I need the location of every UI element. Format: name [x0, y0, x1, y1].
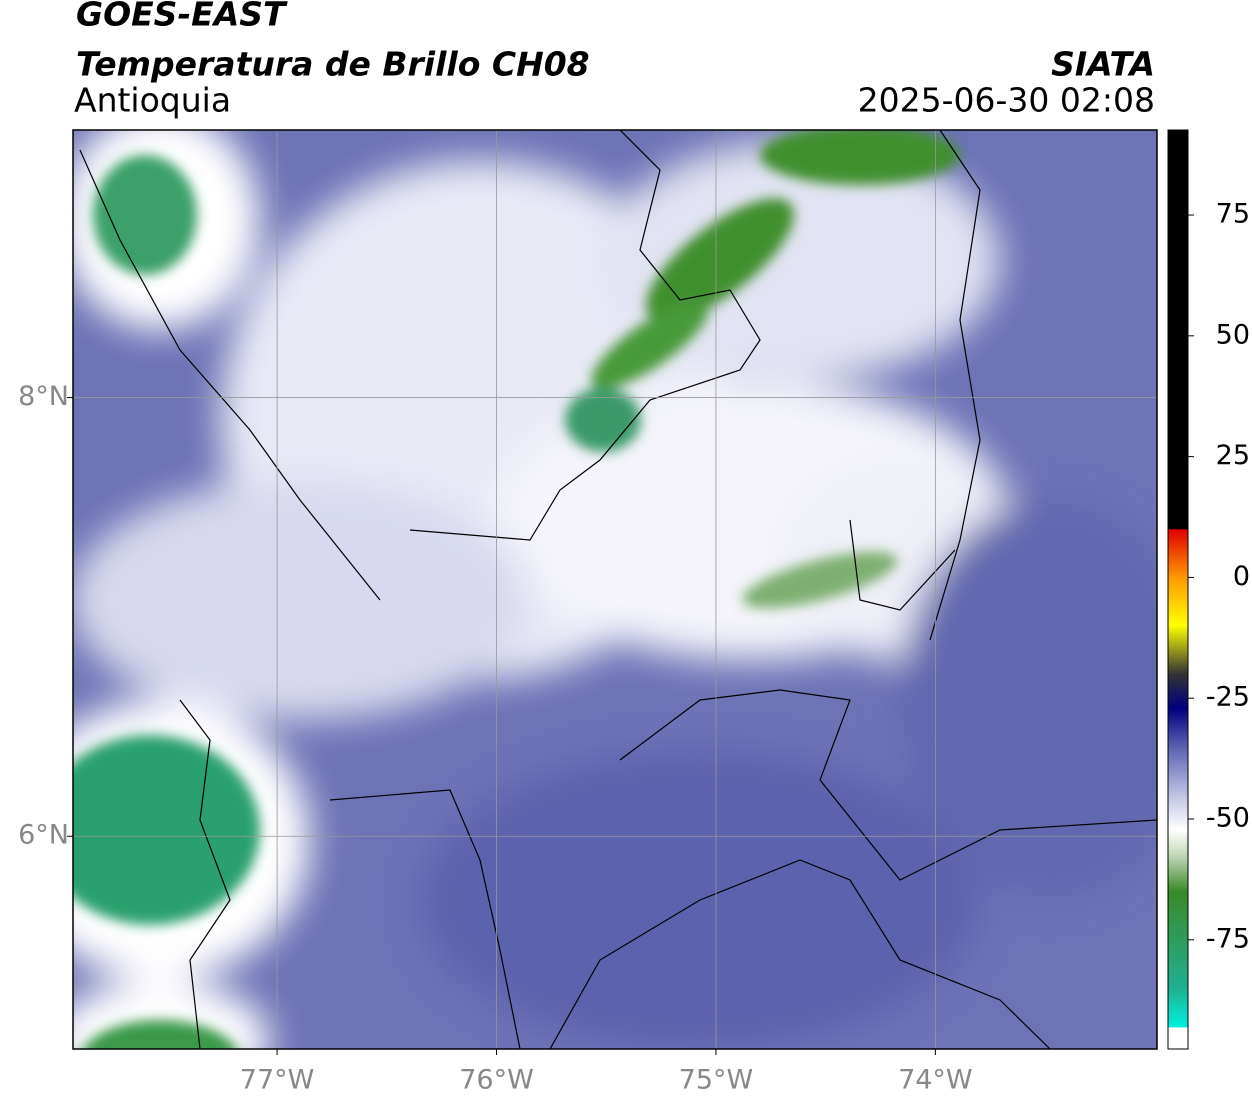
colorbar-tick-label: 75 [1216, 199, 1250, 230]
y-tick-label: 6°N [18, 820, 69, 851]
colorbar [1167, 129, 1189, 1050]
datetime-label: 2025-06-30 02:08 [858, 81, 1155, 120]
satellite-field [73, 130, 1157, 1049]
map-frame [72, 129, 1158, 1050]
x-tick-label: 76°W [459, 1065, 534, 1096]
colorbar-tick-label: -25 [1206, 682, 1250, 713]
product-title: Temperatura de Brillo CH08 [76, 45, 590, 84]
x-tick-label: 77°W [240, 1065, 315, 1096]
x-tick-label: 75°W [679, 1065, 754, 1096]
satellite-title: GOES-EAST [76, 0, 288, 34]
colorbar-tick-label: -75 [1206, 923, 1250, 954]
colorbar-tick-label: 25 [1216, 440, 1250, 471]
source-label: SIATA [1051, 45, 1155, 84]
colorbar-tick-label: 50 [1216, 319, 1250, 350]
colorbar-tick-label: 0 [1233, 561, 1250, 592]
colorbar-tick-label: -50 [1206, 803, 1250, 834]
region-label: Antioquia [74, 81, 231, 120]
y-tick-label: 8°N [18, 381, 69, 412]
x-tick-label: 74°W [898, 1065, 973, 1096]
